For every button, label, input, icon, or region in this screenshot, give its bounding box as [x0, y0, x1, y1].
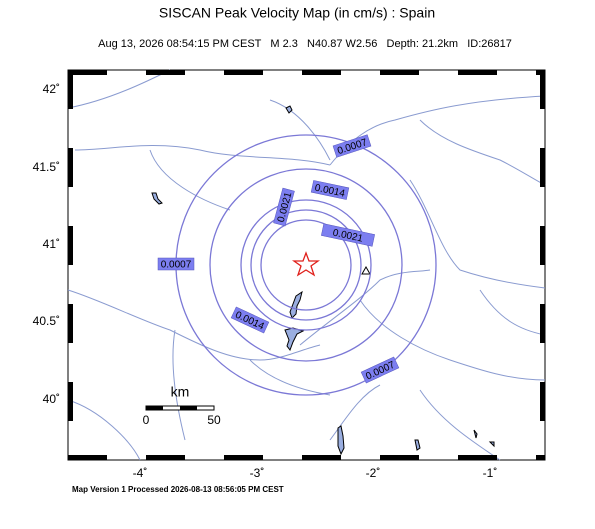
frame-border — [68, 70, 545, 460]
lat-label: 42˚ — [43, 82, 60, 96]
contour — [209, 168, 403, 362]
lon-label: -1˚ — [483, 466, 498, 480]
map-frame — [67, 69, 546, 461]
scale-unit: km — [171, 384, 190, 400]
scale-label: 0 — [143, 413, 150, 427]
lon-label: -2˚ — [366, 466, 381, 480]
latitude-labels: 42˚ 41.5˚ 41˚ 40.5˚ 40˚ — [33, 82, 60, 406]
scale-label: 50 — [207, 413, 221, 427]
longitude-labels: -4˚ -3˚ -2˚ -1˚ — [133, 466, 498, 480]
lat-label: 40.5˚ — [33, 314, 60, 328]
lon-label: -3˚ — [250, 466, 265, 480]
contour-label-text: 0.0007 — [161, 260, 192, 271]
lat-label: 40˚ — [43, 392, 60, 406]
contour — [260, 219, 352, 311]
lat-label: 41.5˚ — [33, 160, 60, 174]
station — [361, 265, 371, 275]
footer: Map Version 1 Processed 2026-08-13 08:56… — [72, 485, 284, 494]
lat-label: 41˚ — [43, 237, 60, 251]
map-area: 0.0007 0.0014 0.0021 0.0021 0.0007 0.001… — [67, 69, 546, 461]
scale-bar: km 0 50 — [143, 384, 221, 427]
epicenter — [291, 251, 321, 277]
contour — [250, 209, 362, 321]
lon-label: -4˚ — [133, 466, 148, 480]
contour — [240, 199, 372, 331]
map-title: SISCAN Peak Velocity Map (in cm/s) : Spa… — [159, 5, 435, 21]
scale-bar-fill — [146, 406, 197, 410]
event-info: Aug 13, 2026 08:54:15 PM CEST M 2.3 N40.… — [98, 38, 512, 50]
contour-label: 0.0007 — [157, 257, 195, 271]
